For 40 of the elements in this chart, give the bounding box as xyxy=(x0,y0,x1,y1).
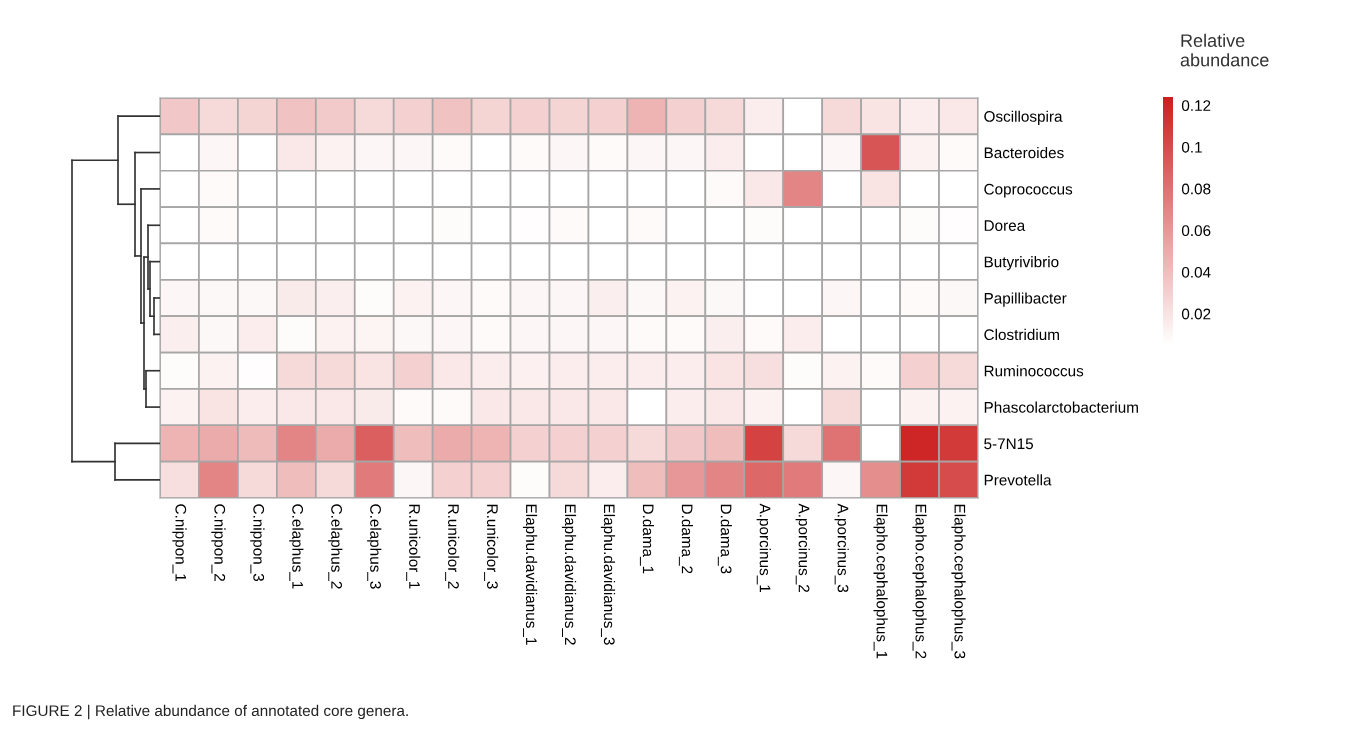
x-tick-label: R.unicolor_1 xyxy=(406,504,421,589)
y-tick-label: Butyrivibrio xyxy=(984,256,1059,271)
color-bar-label: 0.08 xyxy=(1181,183,1211,195)
color-bar-title: Relative abundance xyxy=(1180,33,1269,67)
y-tick-label: Ruminococcus xyxy=(984,365,1084,377)
x-tick-label: D.dama_1 xyxy=(639,504,655,574)
x-tick-label: Elaphu.davidianus_2 xyxy=(561,504,577,645)
x-tick-label: D.dama_3 xyxy=(717,504,732,574)
x-tick-label: C.elaphus_1 xyxy=(289,504,304,589)
x-tick-label: Elapho.cephalophus_2 xyxy=(912,504,927,659)
x-tick-label: A.porcinus_3 xyxy=(834,503,849,593)
x-tick-label: Elaphu.davidianus_1 xyxy=(522,504,538,645)
x-tick-label: A.porcinus_2 xyxy=(795,503,810,592)
x-tick-label: Elapho.cephalophus_1 xyxy=(873,504,888,659)
x-tick-label: C.elaphus_3 xyxy=(367,504,382,589)
y-tick-label: Papillibacter xyxy=(984,292,1067,307)
y-tick-label: Bacteroides xyxy=(984,147,1064,159)
y-tick-label: Dorea xyxy=(984,220,1026,231)
y-tick-label: Oscillospira xyxy=(984,110,1063,125)
x-tick-label: C.nippon_1 xyxy=(172,504,187,581)
x-tick-label: D.dama_2 xyxy=(678,504,693,574)
x-tick-label: Elaphu.davidianus_3 xyxy=(600,504,616,645)
x-tick-label: R.unicolor_2 xyxy=(445,504,460,589)
color-bar-label: 0.06 xyxy=(1181,225,1211,237)
color-bar-label: 0.04 xyxy=(1181,266,1211,278)
y-tick-label: 5-7N15 xyxy=(984,438,1034,450)
x-tick-label: C.nippon_2 xyxy=(211,504,226,581)
color-bar-label: 0.02 xyxy=(1181,308,1211,320)
x-tick-label: C.nippon_3 xyxy=(250,504,265,582)
x-tick-label: R.unicolor_3 xyxy=(484,504,499,589)
caption: FIGURE 2 | Relative abundance of annotated core genera. xyxy=(13,704,408,720)
y-tick-label: Clostridium xyxy=(984,328,1059,341)
x-tick-label: C.elaphus_2 xyxy=(328,504,343,589)
color-bar-label: 0.1 xyxy=(1181,141,1202,153)
x-tick-label: Elapho.cephalophus_3 xyxy=(951,504,966,659)
y-tick-label: Phascolarctobacterium xyxy=(984,401,1138,413)
y-tick-label: Prevotella xyxy=(984,474,1052,486)
color-bar-label: 0.12 xyxy=(1181,100,1211,112)
y-tick-label: Coprococcus xyxy=(984,183,1073,198)
x-tick-label: A.porcinus_1 xyxy=(756,503,771,592)
